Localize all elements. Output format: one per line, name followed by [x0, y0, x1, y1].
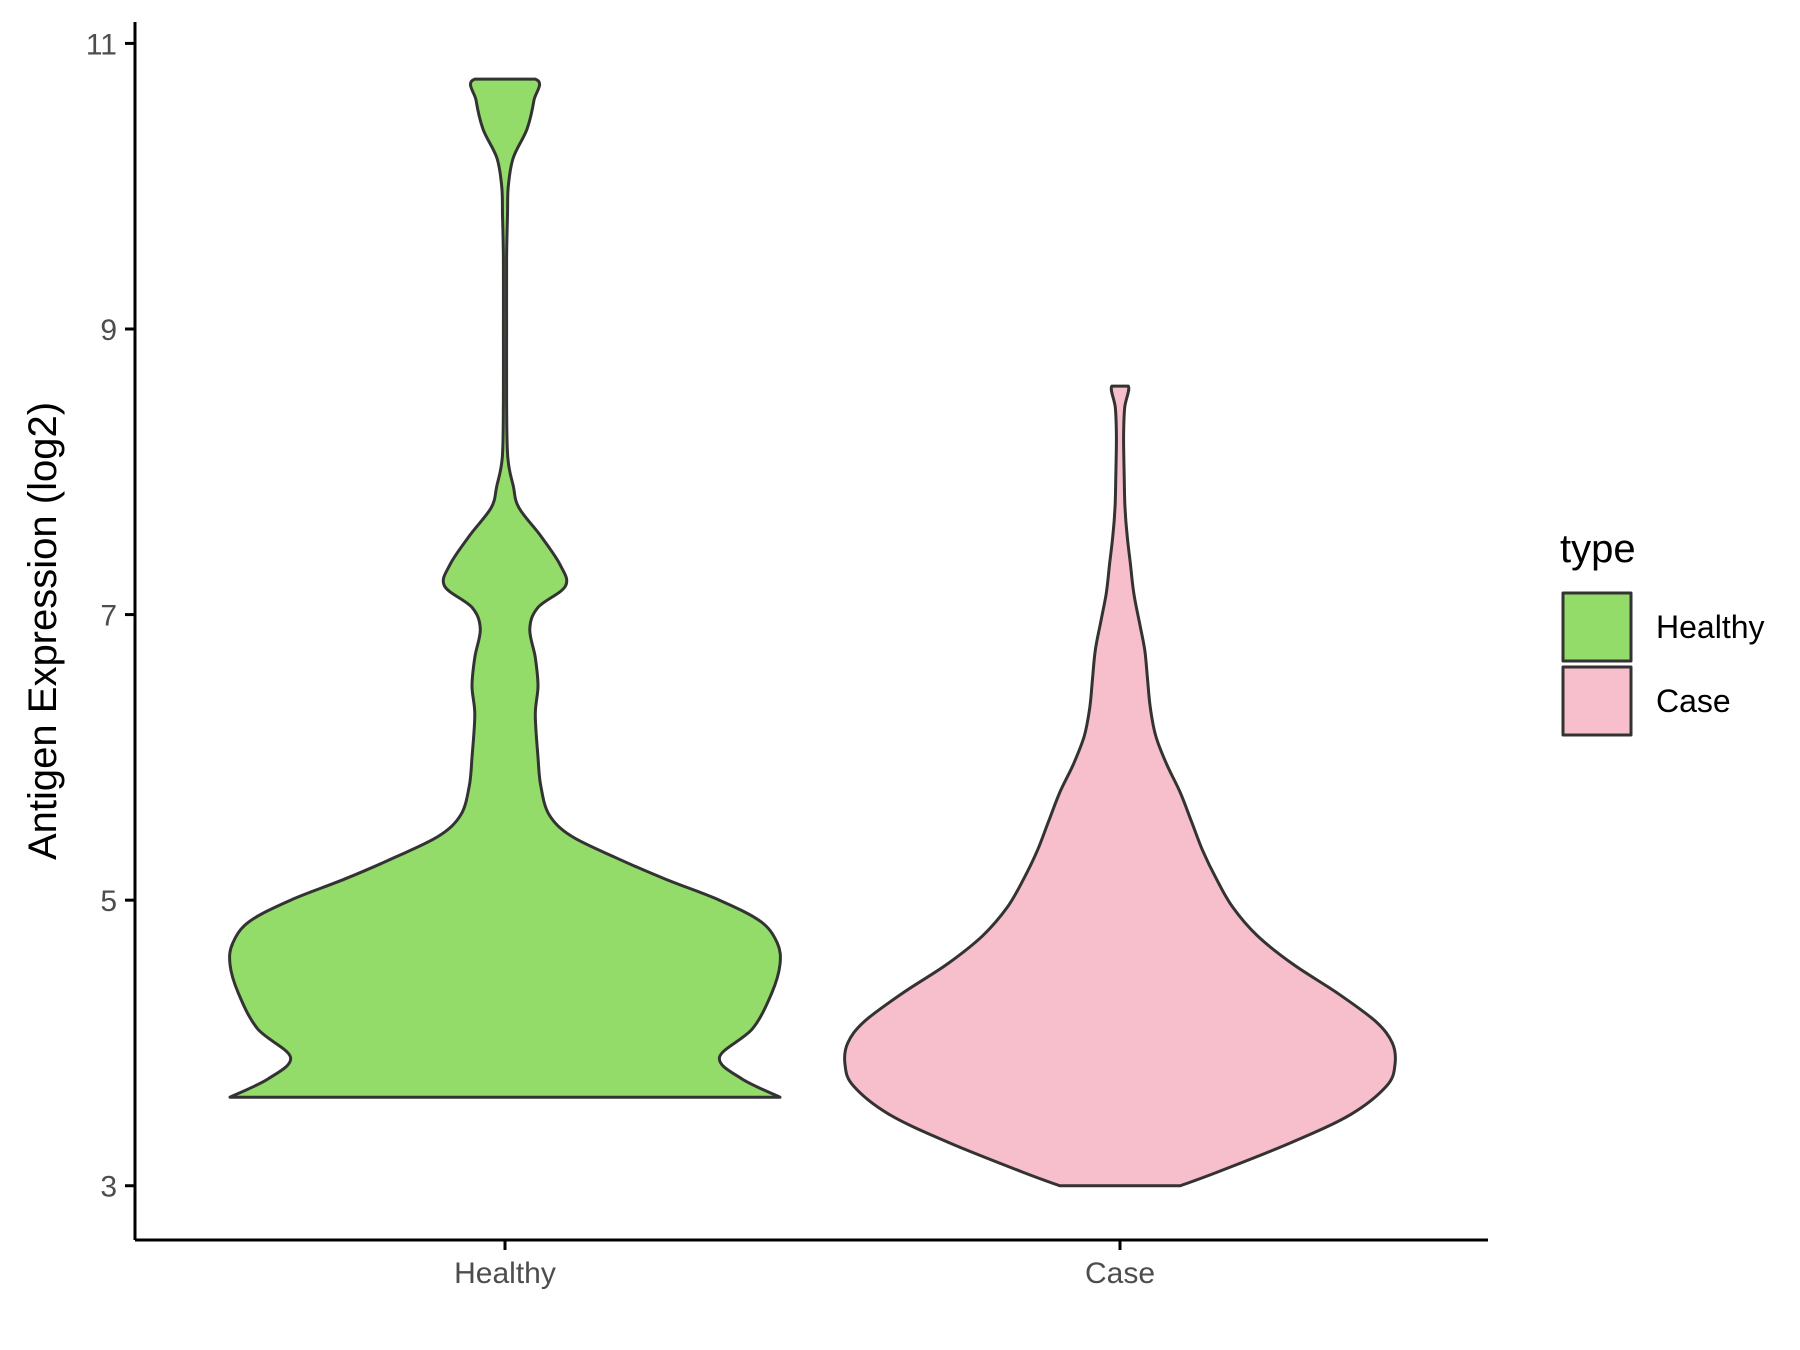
violin-case [843, 384, 1397, 1188]
legend-title: type [1560, 527, 1636, 571]
y-tick-label: 7 [100, 600, 117, 633]
x-axis: Healthy Case [135, 1238, 1488, 1290]
violin-healthy [228, 77, 782, 1099]
y-axis: 3 5 7 9 11 [86, 22, 137, 1240]
y-tick-label: 11 [86, 28, 117, 61]
legend-key-case [1561, 665, 1633, 737]
legend-label-healthy: Healthy [1656, 609, 1765, 645]
y-tick-label: 5 [100, 885, 117, 918]
legend: type Healthy Case [1560, 527, 1765, 737]
y-tick-label: 9 [100, 314, 117, 347]
x-tick-label: Healthy [454, 1257, 556, 1290]
violins [228, 77, 1397, 1188]
legend-key-healthy [1561, 591, 1633, 663]
legend-label-case: Case [1656, 683, 1731, 719]
y-axis-title: Antigen Expression (log2) [21, 402, 65, 860]
x-tick-label: Case [1085, 1257, 1155, 1290]
y-tick-label: 3 [100, 1171, 117, 1204]
